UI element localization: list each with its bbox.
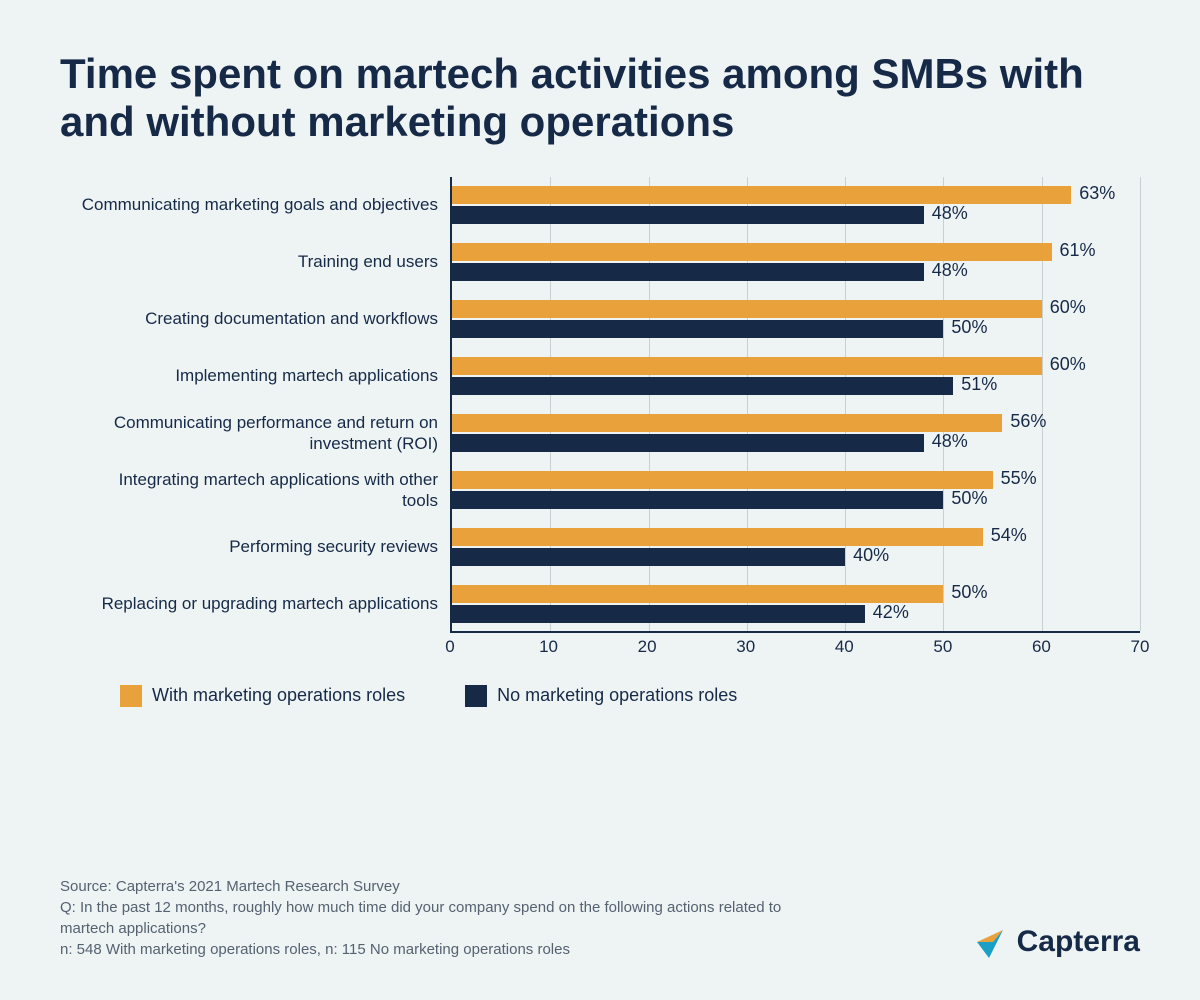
bar-value-with: 56% — [1010, 411, 1046, 432]
plot-column: 63%48%61%48%60%50%60%51%56%48%55%50%54%4… — [450, 177, 1140, 661]
legend: With marketing operations roles No marke… — [120, 685, 1140, 707]
x-tick: 10 — [539, 637, 558, 657]
x-tick: 0 — [445, 637, 454, 657]
bar-value-without: 48% — [932, 431, 968, 452]
bar-group: 56% 48% — [452, 405, 1140, 462]
bar-value-without: 48% — [932, 260, 968, 281]
footer: Source: Capterra's 2021 Martech Research… — [60, 876, 1140, 960]
chart-title: Time spent on martech activities among S… — [60, 50, 1140, 147]
bar-value-without: 50% — [951, 488, 987, 509]
x-tick: 70 — [1131, 637, 1150, 657]
category-label: Training end users — [80, 251, 450, 272]
bar-with — [452, 528, 983, 546]
bar-group: 55% 50% — [452, 462, 1140, 519]
bar-group: 61% 48% — [452, 234, 1140, 291]
bar-with — [452, 471, 993, 489]
bar-value-with: 60% — [1050, 297, 1086, 318]
x-tick: 50 — [933, 637, 952, 657]
source-line-3: n: 548 With marketing operations roles, … — [60, 939, 820, 960]
bar-without — [452, 491, 943, 509]
bar-group: 63% 48% — [452, 177, 1140, 234]
legend-label-without: No marketing operations roles — [497, 685, 737, 706]
bar-group: 50% 42% — [452, 576, 1140, 633]
category-label: Implementing martech applications — [80, 365, 450, 386]
chart: Communicating marketing goals and object… — [80, 177, 1140, 661]
category-label: Communicating marketing goals and object… — [80, 194, 450, 215]
bar-without — [452, 605, 865, 623]
x-axis-ticks: 010203040506070 — [450, 637, 1140, 661]
bar-with — [452, 357, 1042, 375]
bar-value-with: 61% — [1060, 240, 1096, 261]
bar-value-with: 50% — [951, 582, 987, 603]
x-tick: 30 — [736, 637, 755, 657]
legend-swatch-without — [465, 685, 487, 707]
brand-logo: Capterra — [973, 924, 1140, 960]
x-tick: 20 — [638, 637, 657, 657]
category-label: Communicating performance and return on … — [80, 412, 450, 455]
brand-name: Capterra — [1017, 925, 1140, 959]
bar-with — [452, 585, 943, 603]
plot-area: 63%48%61%48%60%50%60%51%56%48%55%50%54%4… — [450, 177, 1140, 633]
bar-group: 54% 40% — [452, 519, 1140, 576]
bar-value-without: 48% — [932, 203, 968, 224]
bar-without — [452, 377, 953, 395]
bar-value-with: 60% — [1050, 354, 1086, 375]
bar-without — [452, 263, 924, 281]
bar-value-without: 40% — [853, 545, 889, 566]
source-text: Source: Capterra's 2021 Martech Research… — [60, 876, 820, 960]
bar-without — [452, 320, 943, 338]
category-label: Creating documentation and workflows — [80, 308, 450, 329]
bar-without — [452, 434, 924, 452]
bar-value-without: 51% — [961, 374, 997, 395]
legend-swatch-with — [120, 685, 142, 707]
bar-with — [452, 243, 1052, 261]
bar-with — [452, 414, 1002, 432]
bar-group: 60% 51% — [452, 348, 1140, 405]
category-label: Integrating martech applications with ot… — [80, 469, 450, 512]
bar-value-without: 42% — [873, 602, 909, 623]
capterra-arrow-icon — [973, 924, 1009, 960]
bar-without — [452, 206, 924, 224]
legend-item-without: No marketing operations roles — [465, 685, 737, 707]
bar-group: 60% 50% — [452, 291, 1140, 348]
bar-with — [452, 300, 1042, 318]
source-line-1: Source: Capterra's 2021 Martech Research… — [60, 876, 820, 897]
bar-value-with: 63% — [1079, 183, 1115, 204]
bar-value-without: 50% — [951, 317, 987, 338]
legend-label-with: With marketing operations roles — [152, 685, 405, 706]
x-tick: 60 — [1032, 637, 1051, 657]
legend-item-with: With marketing operations roles — [120, 685, 405, 707]
bar-without — [452, 548, 845, 566]
bar-value-with: 54% — [991, 525, 1027, 546]
category-label: Performing security reviews — [80, 536, 450, 557]
category-label: Replacing or upgrading martech applicati… — [80, 593, 450, 614]
category-labels-column: Communicating marketing goals and object… — [80, 177, 450, 661]
source-line-2: Q: In the past 12 months, roughly how mu… — [60, 897, 820, 939]
gridline — [1140, 177, 1141, 631]
x-tick: 40 — [835, 637, 854, 657]
bar-with — [452, 186, 1071, 204]
bar-value-with: 55% — [1001, 468, 1037, 489]
